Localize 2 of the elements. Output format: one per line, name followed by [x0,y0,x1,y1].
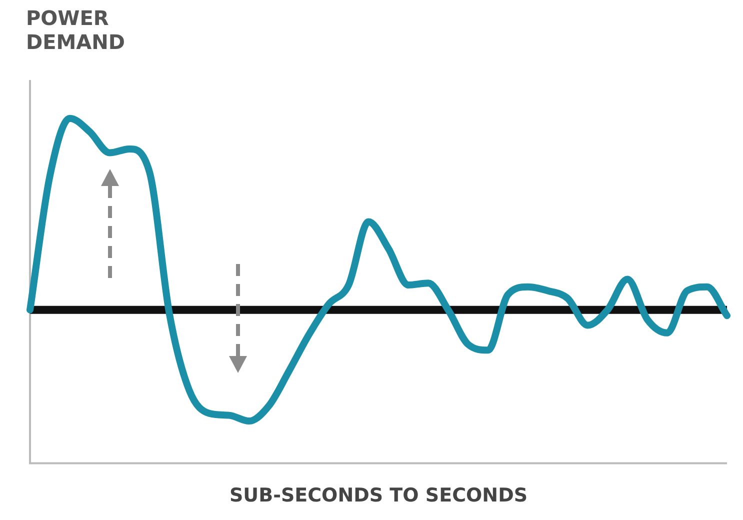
x-axis-title: SUB-SECONDS TO SECONDS [229,484,528,507]
chart-title: POWER DEMAND [26,6,126,54]
